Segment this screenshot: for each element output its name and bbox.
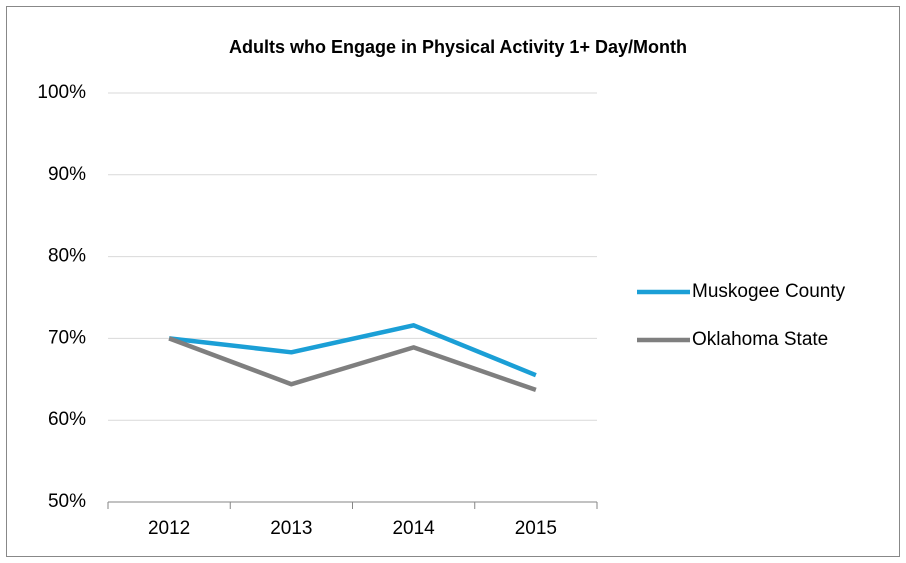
x-tick-label: 2014: [392, 518, 435, 539]
y-tick-label: 50%: [48, 491, 86, 512]
x-tick-label: 2013: [270, 518, 312, 539]
series-line: [168, 336, 537, 393]
legend-label: Oklahoma State: [692, 329, 828, 350]
x-tick-label: 2012: [148, 518, 190, 539]
y-tick-label: 60%: [48, 409, 86, 430]
chart-title: Adults who Engage in Physical Activity 1…: [229, 37, 687, 57]
legend-label: Muskogee County: [692, 281, 846, 302]
y-tick-label: 90%: [48, 164, 86, 185]
chart-border: [6, 6, 900, 557]
series-line: [168, 323, 537, 378]
y-tick-label: 80%: [48, 246, 86, 267]
y-tick-label: 100%: [37, 82, 86, 103]
y-tick-label: 70%: [48, 327, 86, 348]
x-tick-label: 2015: [515, 518, 557, 539]
